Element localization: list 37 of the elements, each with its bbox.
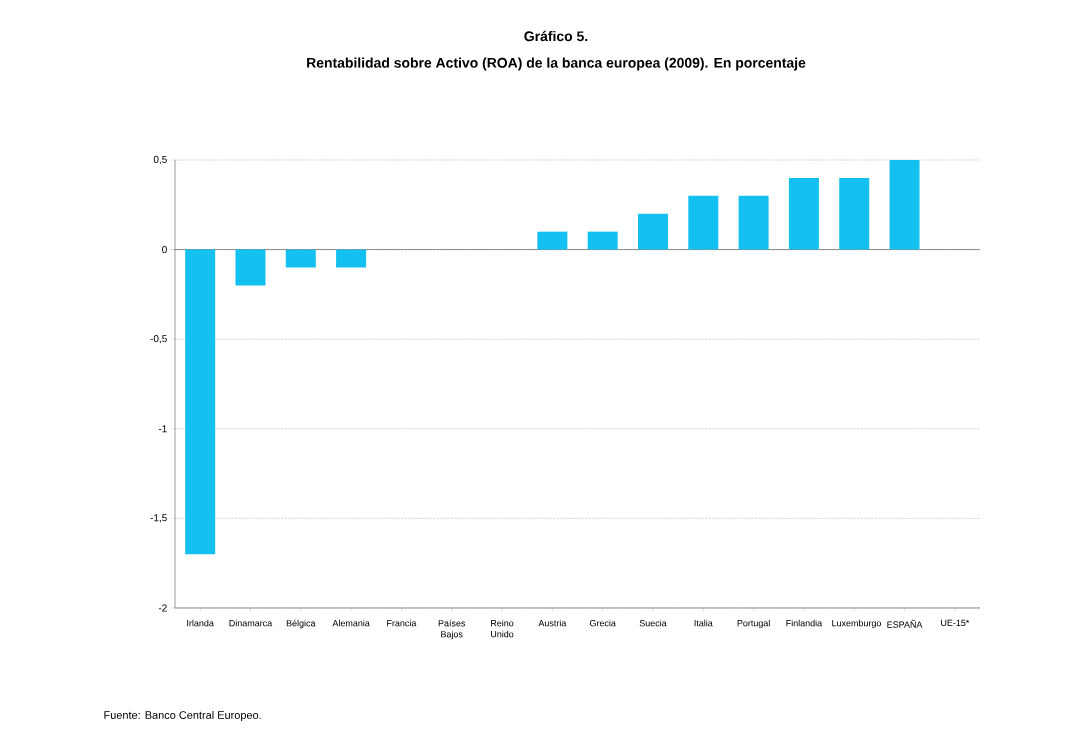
y-tick-label: 0,5 <box>153 155 167 165</box>
chart-title: Gráfico 5. <box>524 30 588 42</box>
x-tick-label: Reino Unido <box>491 619 514 638</box>
x-tick-label: Bélgica <box>286 619 316 629</box>
x-tick-label: Portugal <box>737 619 770 629</box>
x-tick-label: Luxemburgo <box>832 619 882 629</box>
bar <box>336 249 367 268</box>
bar <box>235 249 266 286</box>
bar <box>285 249 316 268</box>
bar <box>587 231 618 250</box>
x-tick-label: Francia <box>387 619 417 627</box>
chart-subtitle: Rentabilidad sobre Activo (ROA) de la banca europea (2009). En porcentaje <box>307 57 806 71</box>
x-tick-label: Suecia <box>639 619 667 627</box>
x-tick-label: Países Bajos <box>438 619 466 640</box>
bar <box>839 177 870 250</box>
source-note: Fuente: Banco Central Europeo. <box>104 710 261 722</box>
x-tick-label: Austria <box>538 619 567 627</box>
x-tick-label: Irlanda <box>187 619 214 627</box>
y-tick-label: -1 <box>158 425 167 433</box>
bar <box>537 231 568 250</box>
x-tick-label: Italia <box>694 619 713 627</box>
bar <box>738 195 769 250</box>
x-tick-label: Grecia <box>589 619 616 627</box>
x-tick-label: ESPAÑA <box>887 619 923 628</box>
y-tick-label: -2 <box>158 604 167 612</box>
x-tick-label: Finlandia <box>786 619 823 627</box>
bar <box>185 249 216 555</box>
y-tick-label: -0,5 <box>150 335 167 344</box>
y-tick-label: 0 <box>162 246 167 254</box>
y-tick-label: -1,5 <box>150 514 167 523</box>
bar <box>688 195 719 250</box>
x-tick-label: UE-15* <box>941 619 970 627</box>
x-tick-label: Dinamarca <box>229 619 273 627</box>
bar <box>788 177 819 250</box>
x-tick-label: Alemania <box>332 619 370 627</box>
bar <box>889 159 920 250</box>
bar <box>637 213 668 250</box>
